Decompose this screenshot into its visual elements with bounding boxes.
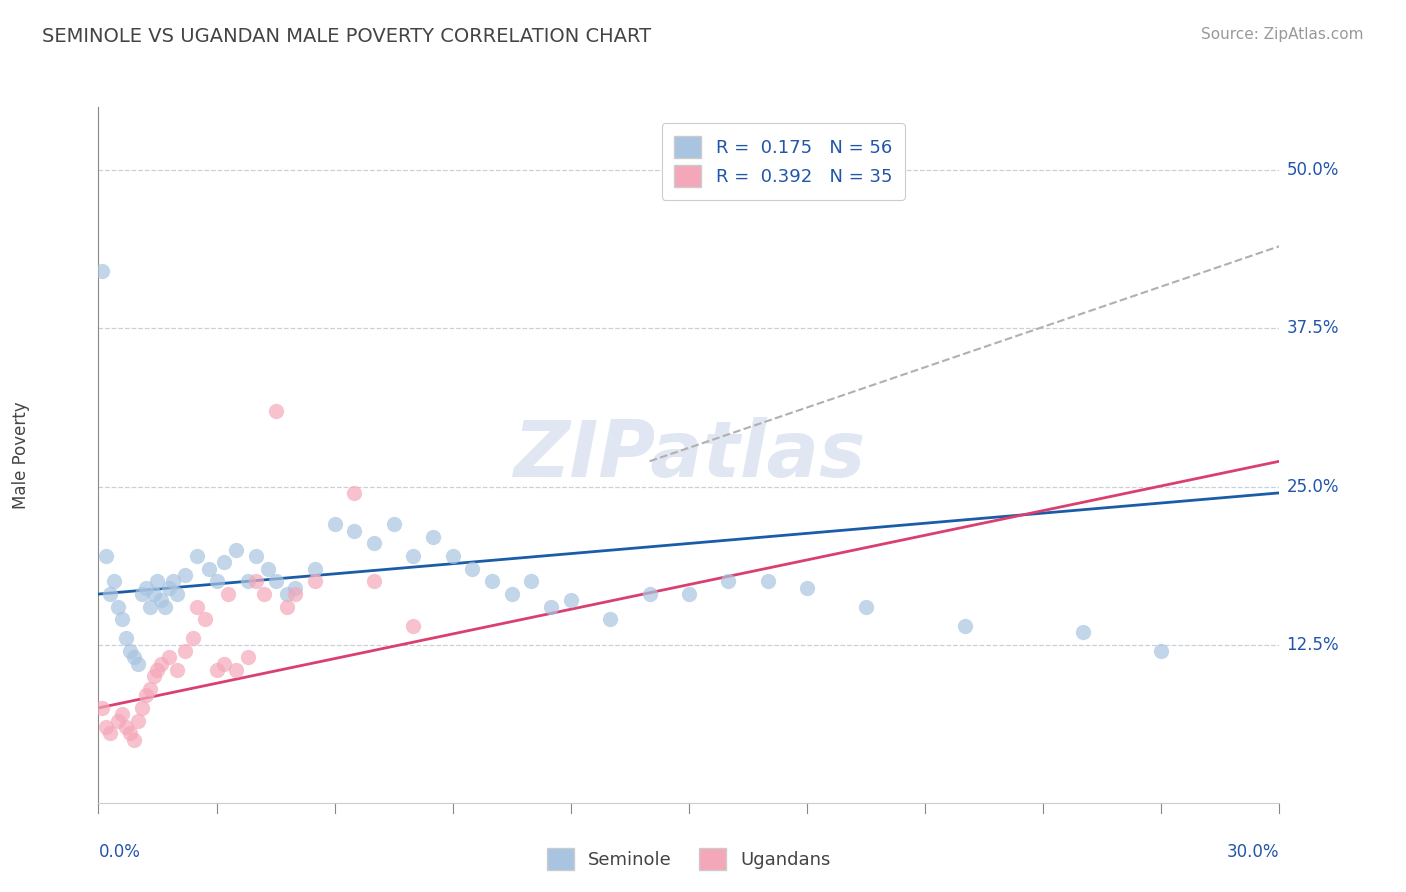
Text: 50.0%: 50.0%: [1286, 161, 1339, 179]
Text: Source: ZipAtlas.com: Source: ZipAtlas.com: [1201, 27, 1364, 42]
Text: SEMINOLE VS UGANDAN MALE POVERTY CORRELATION CHART: SEMINOLE VS UGANDAN MALE POVERTY CORRELA…: [42, 27, 651, 45]
Text: ZIPatlas: ZIPatlas: [513, 417, 865, 493]
Text: 25.0%: 25.0%: [1286, 477, 1339, 496]
Text: Male Poverty: Male Poverty: [13, 401, 30, 508]
Text: 12.5%: 12.5%: [1286, 636, 1339, 654]
Text: 30.0%: 30.0%: [1227, 843, 1279, 861]
Text: 0.0%: 0.0%: [98, 843, 141, 861]
Text: 37.5%: 37.5%: [1286, 319, 1339, 337]
Legend: Seminole, Ugandans: Seminole, Ugandans: [540, 841, 838, 877]
